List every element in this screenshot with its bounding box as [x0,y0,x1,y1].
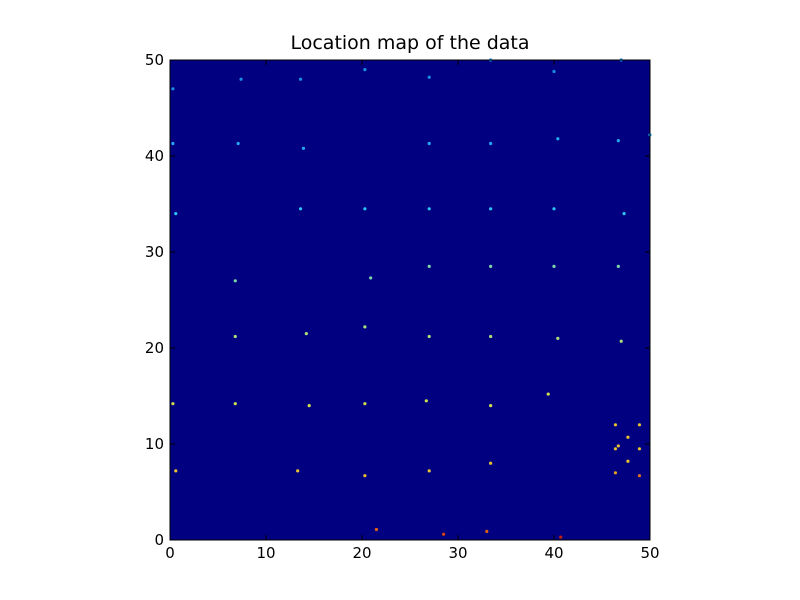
data-point [626,459,630,463]
data-point [363,402,367,406]
data-point [171,87,175,91]
data-point [616,264,620,268]
data-point [233,279,237,283]
data-point [369,276,373,280]
x-tick-label: 0 [165,544,175,562]
data-point [374,527,378,532]
y-tick-label: 40 [145,147,164,165]
data-point [174,469,178,473]
data-point [626,435,630,439]
data-point [233,334,237,339]
data-point [427,264,431,268]
data-point [427,207,431,211]
data-point [307,404,311,408]
data-point [363,474,367,478]
y-tick-label: 50 [145,51,164,69]
plot-area [170,60,650,540]
data-point [427,75,431,79]
data-point [613,471,618,475]
data-point [485,529,489,533]
data-point [489,334,493,339]
data-point [171,141,175,146]
data-point [556,336,560,340]
data-point [489,461,493,465]
x-axis: 0 10 20 30 40 50 [165,60,660,562]
plot-frame [169,59,651,541]
data-point [613,423,618,427]
y-tick-label: 0 [154,531,164,549]
data-point [304,332,308,336]
data-point [301,146,306,150]
data-point [552,207,556,211]
x-tick-label: 10 [256,544,275,562]
data-point [637,474,642,478]
data-point [298,207,303,211]
data-points [171,58,652,539]
data-point [637,447,642,451]
y-tick-label: 20 [145,339,164,357]
y-tick-label: 10 [145,435,164,453]
data-point [622,212,626,216]
data-point [363,68,367,72]
data-point [171,402,175,406]
data-point [489,207,493,211]
chart-title: Location map of the data [290,32,529,54]
data-point [442,532,446,536]
data-point [239,77,243,81]
data-point [619,339,623,343]
data-point [613,447,618,451]
data-point [489,404,493,408]
data-point [546,392,550,396]
data-point [363,325,367,329]
data-point [427,334,431,339]
data-point [174,212,178,216]
x-tick-label: 50 [640,544,659,562]
data-point [296,469,300,473]
y-tick-label: 30 [145,243,164,261]
x-tick-label: 30 [448,544,467,562]
data-point [489,264,493,268]
data-point [427,141,431,146]
data-point [363,207,367,211]
y-axis: 0 10 20 30 40 50 [145,51,650,549]
data-point [233,402,237,406]
data-point [552,264,556,268]
data-point [637,423,642,427]
data-point [424,399,428,403]
data-point [616,444,620,448]
data-point [298,77,303,81]
data-point [427,469,431,473]
x-tick-label: 40 [544,544,563,562]
data-point [489,141,493,146]
x-tick-label: 20 [352,544,371,562]
data-point [236,141,240,146]
data-point [559,535,563,539]
data-point [616,139,620,143]
data-point [556,137,560,141]
data-point [552,69,556,74]
